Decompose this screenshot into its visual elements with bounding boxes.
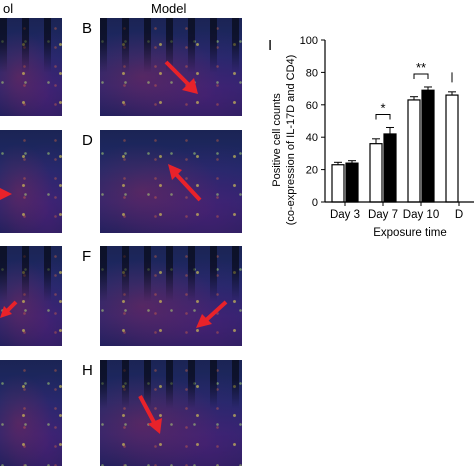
x-tick-label: Day 3 — [330, 209, 360, 221]
significance-bracket — [375, 114, 391, 120]
red-arrow-icon — [0, 300, 18, 318]
model-column-header: Model — [151, 1, 187, 16]
x-tick-label: Day 10 — [403, 209, 439, 221]
panel-label-d: D — [82, 132, 93, 149]
bar-day-10-series-1 — [407, 99, 421, 203]
y-tick-label: 80 — [306, 67, 318, 79]
micrograph-panel-h — [100, 360, 242, 466]
control-panel-e — [0, 246, 62, 346]
control-panel-c — [0, 130, 62, 233]
bar-day-10-series-2 — [421, 89, 435, 203]
significance-marker: ** — [416, 60, 426, 75]
significance-marker: * — [380, 101, 385, 116]
chart-panel-label: I — [268, 37, 273, 54]
y-tick-label: 20 — [306, 165, 318, 177]
y-tick-label: 40 — [306, 132, 318, 144]
red-arrow-icon — [196, 300, 228, 328]
micrograph-panel-f — [100, 246, 242, 346]
bar-day-3-series-2 — [345, 162, 359, 203]
bar-day-7-series-1 — [369, 143, 383, 203]
panel-label-h: H — [82, 362, 93, 379]
y-tick-label: 60 — [306, 100, 318, 112]
red-arrow-icon — [164, 60, 198, 94]
micrograph-panel-b — [100, 18, 242, 116]
x-tick-label: D — [455, 209, 463, 221]
x-tick-label: Day 7 — [368, 209, 398, 221]
y-axis-title: Positive cell counts (co-expression of I… — [271, 55, 297, 226]
control-column-header: ol — [3, 1, 14, 16]
significance-bracket — [413, 73, 429, 80]
y-axis-title-line2: (co-expression of IL-17D and CD4) — [285, 55, 297, 226]
x-axis-title: Exposure time — [373, 227, 447, 239]
control-panel-g — [0, 360, 62, 466]
panel-label-b: B — [82, 20, 93, 37]
micrograph-panel-d — [100, 130, 242, 233]
red-arrow-icon — [168, 164, 202, 202]
panel-label-f: F — [82, 248, 92, 265]
control-panel-a — [0, 18, 62, 116]
y-tick-label: 100 — [300, 35, 318, 47]
bar-day-3-series-1 — [331, 164, 345, 203]
red-arrow-icon — [0, 188, 12, 200]
bar-chart: Positive cell counts (co-expression of I… — [271, 35, 474, 239]
bar-day-7-series-2 — [383, 133, 397, 203]
red-arrow-icon — [138, 395, 162, 434]
bar-d-series-1 — [445, 94, 459, 203]
y-tick-label: 0 — [312, 197, 318, 209]
y-axis-title-line1: Positive cell counts — [271, 93, 283, 187]
